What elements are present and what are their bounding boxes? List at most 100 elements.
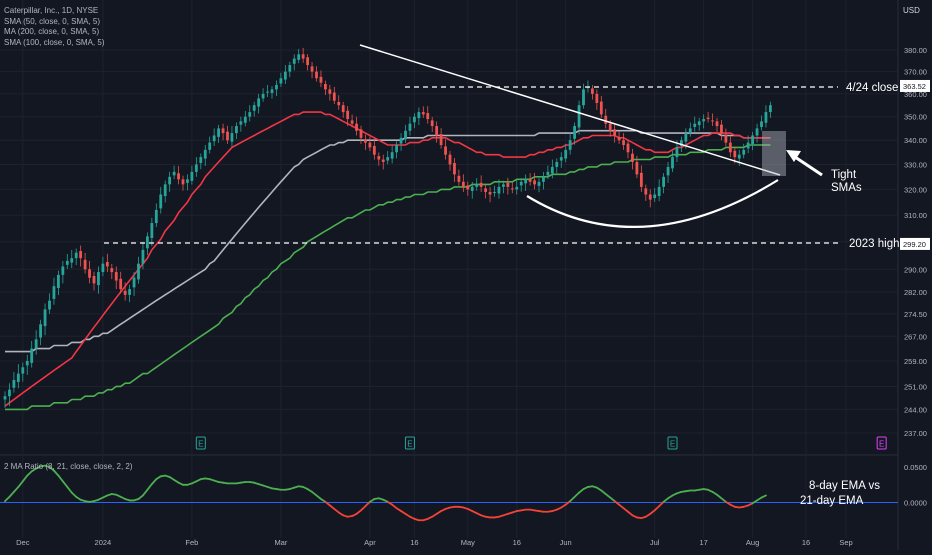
ratio-segment (622, 507, 629, 513)
candle-body (706, 117, 710, 120)
candle (755, 123, 759, 143)
candle (288, 61, 292, 78)
ratio-segment (662, 497, 669, 503)
candle (470, 181, 474, 199)
legend-sma50[interactable]: SMA (50, close, 0, SMA, 5) (4, 16, 101, 26)
ratio-segment (66, 486, 73, 494)
candle-body (697, 121, 701, 126)
candle (217, 124, 220, 143)
ratio-legend[interactable]: 2 MA Ratio (8, 21, close, close, 2, 2) (4, 462, 133, 471)
candle (595, 89, 599, 110)
trendline (359, 44, 781, 176)
x-tick-label: 16 (410, 538, 418, 547)
candle (395, 141, 398, 159)
tight-sma-box (762, 131, 786, 176)
x-tick-label: May (461, 538, 475, 547)
candle-body (346, 110, 350, 120)
candle-body (626, 143, 630, 153)
ratio-segment (573, 491, 580, 498)
y-tick-label: 360.00 (904, 90, 927, 99)
candle (506, 177, 510, 195)
candle-body (34, 339, 38, 349)
candle (310, 62, 314, 79)
candle-body (119, 278, 123, 290)
price-tag: 299.20 (900, 237, 930, 250)
candle (199, 153, 203, 170)
candle-body (510, 188, 514, 190)
ratio-segment (716, 493, 723, 500)
candle-body (702, 119, 706, 122)
candle-body (395, 145, 398, 153)
candle (751, 131, 754, 151)
candle-body (177, 173, 180, 180)
candle (421, 106, 425, 118)
candle (346, 106, 350, 127)
ratio-segment (618, 503, 625, 510)
candle-body (653, 194, 657, 199)
candle (248, 105, 252, 122)
candle (65, 254, 69, 269)
candle (515, 179, 519, 195)
candle (350, 114, 354, 128)
candle-body (613, 129, 617, 136)
y-tick-label: 330.00 (904, 160, 927, 169)
candle-body (359, 129, 363, 138)
candle-body (279, 78, 283, 84)
candle-body (8, 389, 11, 397)
ema-annotation-line1: 8-day EMA vs (809, 480, 880, 492)
candle (123, 282, 127, 301)
ema-annotation-line2: 21-day EMA (800, 495, 864, 507)
ratio-segment (146, 483, 153, 491)
candle (190, 165, 194, 185)
candle-body (746, 142, 750, 149)
candle-body (399, 137, 403, 144)
candle-body (497, 186, 501, 194)
x-tick-label: 17 (699, 538, 707, 547)
candle (493, 185, 496, 197)
ratio-segment (609, 496, 616, 503)
legend-ma200[interactable]: MA (200, close, 0, SMA, 5) (4, 27, 100, 36)
candle (697, 117, 701, 131)
candle (372, 138, 376, 160)
base-arc (526, 179, 779, 228)
candle (737, 149, 741, 166)
candle (435, 121, 439, 143)
candle-body (372, 145, 376, 155)
candle (30, 340, 34, 368)
indicator-legend: Caterpillar, Inc., 1D, NYSE SMA (50, clo… (4, 6, 104, 48)
currency-label[interactable]: USD (903, 6, 920, 15)
ratio-segment (324, 500, 331, 507)
ratio-segment (720, 497, 727, 503)
x-tick-label: Jun (560, 538, 572, 547)
candle (546, 165, 550, 180)
candle-body (764, 112, 768, 123)
candle-body (97, 272, 100, 286)
candle (426, 106, 430, 124)
candle (466, 181, 470, 196)
candle-body (21, 367, 25, 374)
candle-body (479, 182, 483, 187)
legend-sma100[interactable]: SMA (100, close, 0, SMA, 5) (4, 37, 105, 47)
candle-body (515, 186, 519, 190)
candle (266, 84, 269, 98)
candle (573, 122, 576, 145)
candle (604, 108, 608, 129)
candle-body (470, 186, 474, 191)
candle (12, 372, 16, 393)
candle-body (324, 84, 327, 90)
ratio-tick-label: 0.0000 (904, 499, 927, 508)
candle (239, 116, 243, 132)
candle (92, 271, 96, 291)
axes: 380.00 370.00 360.00 350.00 340.00 330.00 320.… (16, 46, 930, 547)
candle-body (150, 223, 154, 238)
candle (542, 171, 545, 190)
candle-body (439, 134, 443, 146)
ratio-segment (364, 500, 371, 507)
candle (364, 134, 367, 150)
candle (208, 136, 212, 154)
candle (48, 293, 51, 314)
candle-body (533, 180, 536, 185)
candle (582, 83, 585, 109)
candle-body (261, 93, 265, 99)
candle (230, 126, 234, 147)
